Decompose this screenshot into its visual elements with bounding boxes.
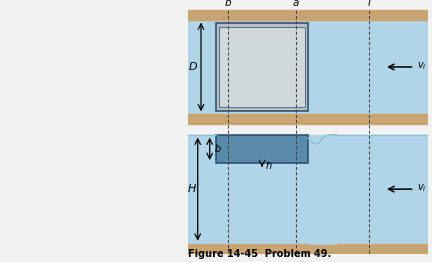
- Text: b: b: [225, 0, 232, 8]
- Bar: [219, 26, 305, 107]
- Bar: [216, 135, 308, 163]
- Bar: [216, 23, 308, 111]
- Bar: [188, 10, 428, 20]
- Bar: [188, 135, 428, 244]
- Bar: [188, 114, 428, 124]
- Text: $v_i$: $v_i$: [417, 60, 426, 72]
- Text: D: D: [189, 62, 198, 72]
- Text: $v_i$: $v_i$: [417, 182, 426, 194]
- Text: d: d: [220, 62, 226, 72]
- Text: b: b: [215, 144, 221, 154]
- Text: h: h: [266, 161, 272, 171]
- Bar: [188, 20, 428, 114]
- Text: i: i: [367, 0, 370, 8]
- Text: H: H: [187, 184, 196, 194]
- Text: Figure 14-45  Problem 49.: Figure 14-45 Problem 49.: [187, 249, 331, 259]
- Text: a: a: [292, 0, 299, 8]
- Bar: [188, 244, 428, 253]
